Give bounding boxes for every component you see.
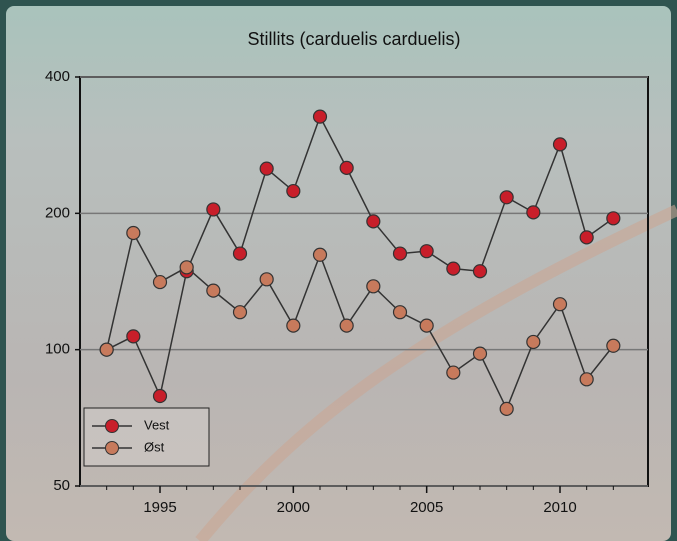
- data-point: [366, 214, 381, 229]
- data-point: [606, 338, 621, 353]
- y-tick-label: 400: [45, 68, 70, 85]
- y-tick-label: 200: [45, 204, 70, 221]
- data-point: [259, 161, 274, 176]
- branch: [195, 204, 677, 541]
- data-point: [579, 230, 594, 245]
- data-point: [179, 260, 194, 275]
- data-point: [526, 334, 541, 350]
- data-point: [499, 190, 514, 205]
- data-point: [339, 318, 354, 333]
- data-point: [472, 264, 488, 279]
- data-point: [499, 401, 514, 416]
- data-point: [126, 329, 141, 344]
- legend-label: Øst: [144, 439, 165, 454]
- data-point: [312, 247, 328, 262]
- chart-title: Stillits (carduelis carduelis): [247, 29, 460, 49]
- x-tick-label: 1995: [143, 499, 176, 516]
- data-point: [286, 183, 301, 199]
- data-point: [579, 372, 594, 387]
- data-point: [366, 279, 381, 294]
- data-point: [286, 318, 301, 333]
- legend-marker: [105, 419, 119, 433]
- y-tick-label: 100: [45, 341, 70, 358]
- data-point: [472, 346, 488, 361]
- data-point: [339, 160, 354, 175]
- x-tick-label: 2000: [277, 499, 310, 516]
- data-point: [446, 365, 461, 380]
- data-point: [206, 283, 221, 298]
- data-point: [392, 246, 408, 261]
- legend-label: Vest: [144, 417, 170, 432]
- data-point: [232, 305, 248, 320]
- data-point: [606, 211, 621, 226]
- data-point: [312, 109, 328, 124]
- data-point: [206, 202, 221, 217]
- legend-marker: [105, 441, 119, 455]
- data-point: [152, 274, 168, 290]
- x-tick-label: 2005: [410, 499, 443, 516]
- x-tick-label: 2010: [543, 499, 576, 516]
- data-point: [446, 261, 461, 276]
- data-point: [552, 297, 568, 312]
- data-point: [552, 137, 568, 152]
- data-point: [419, 318, 434, 333]
- data-point: [232, 246, 248, 261]
- data-point: [392, 305, 408, 320]
- data-point: [99, 342, 114, 357]
- data-point: [419, 244, 434, 259]
- data-point: [259, 272, 274, 287]
- y-tick-label: 50: [53, 477, 70, 494]
- legend-box: [83, 407, 210, 467]
- data-point: [152, 388, 168, 404]
- data-point: [126, 225, 141, 241]
- data-point: [526, 205, 541, 220]
